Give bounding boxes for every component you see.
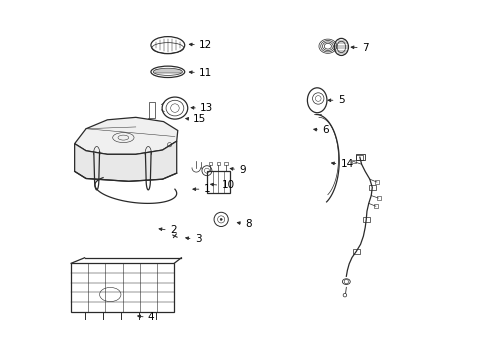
Polygon shape: [75, 117, 178, 154]
Bar: [224, 162, 227, 165]
Bar: [368, 185, 375, 190]
Bar: [352, 249, 359, 254]
Text: 12: 12: [199, 40, 212, 50]
Bar: [351, 160, 355, 163]
Text: 5: 5: [337, 95, 344, 105]
Text: 10: 10: [221, 180, 234, 190]
Text: 6: 6: [321, 125, 328, 135]
Text: 11: 11: [199, 67, 212, 77]
Bar: [373, 205, 378, 208]
Text: 15: 15: [193, 114, 206, 124]
Polygon shape: [75, 141, 176, 181]
Text: 2: 2: [169, 225, 176, 235]
Bar: [208, 162, 212, 165]
Bar: [216, 162, 220, 165]
Bar: [376, 196, 380, 200]
Text: 1: 1: [203, 184, 210, 194]
Circle shape: [220, 218, 222, 221]
Bar: [356, 154, 364, 160]
Bar: [356, 155, 363, 160]
Text: 9: 9: [239, 165, 245, 175]
Text: 3: 3: [195, 234, 201, 244]
Text: 4: 4: [148, 312, 154, 322]
Text: 13: 13: [200, 103, 213, 113]
Bar: [207, 171, 229, 193]
Bar: [149, 102, 154, 118]
Text: 8: 8: [245, 219, 252, 229]
Bar: [71, 263, 174, 312]
Bar: [362, 217, 369, 222]
Text: 14: 14: [340, 159, 353, 169]
Bar: [374, 180, 378, 184]
Text: 7: 7: [361, 42, 368, 52]
